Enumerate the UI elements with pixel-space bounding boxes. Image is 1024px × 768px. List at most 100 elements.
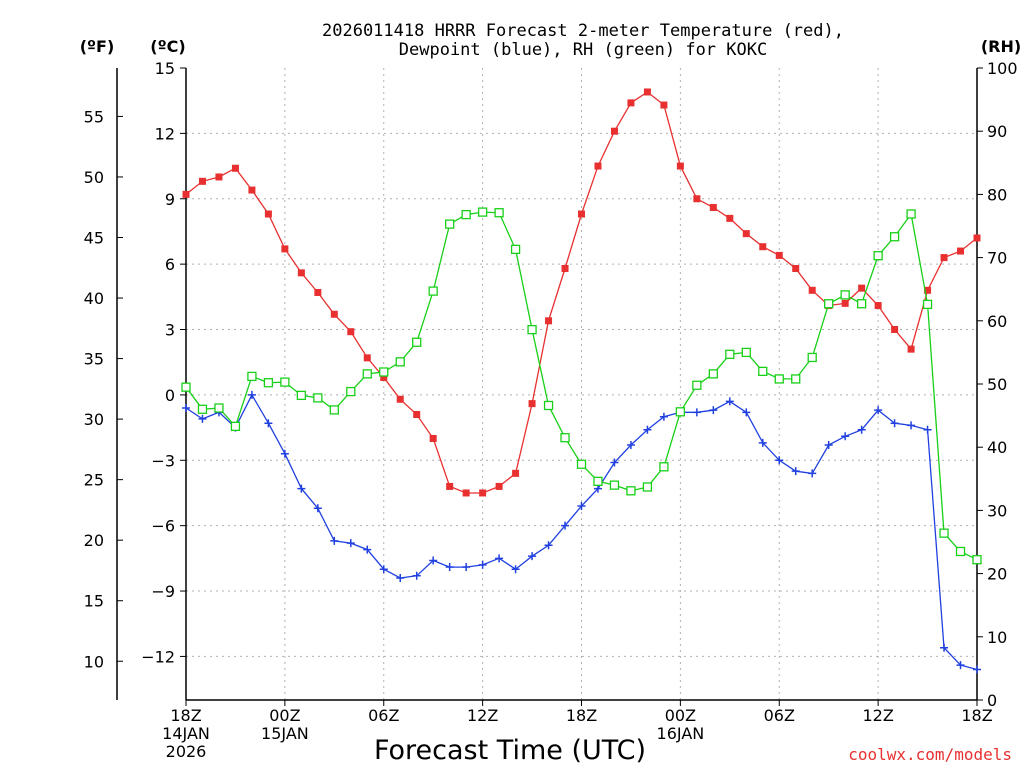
dewpoint-point <box>412 571 421 580</box>
x-tick-label: 14JAN <box>162 724 210 743</box>
dewpoint-point <box>182 403 190 412</box>
celsius-tick-label: 0 <box>165 386 175 405</box>
temperature-point <box>874 302 882 310</box>
rh-point <box>856 299 867 309</box>
temperature-point <box>363 354 371 362</box>
rh-tick-label: 80 <box>987 185 1007 204</box>
rh-point <box>725 349 735 359</box>
x-tick-label: 00Z <box>665 706 696 725</box>
celsius-tick-label: 15 <box>155 59 175 78</box>
dewpoint-point <box>429 556 438 565</box>
rh-point <box>955 546 966 557</box>
x-tick-label: 06Z <box>764 706 795 725</box>
temperature-point <box>446 482 454 490</box>
temperature-point <box>676 162 684 170</box>
rh-point <box>197 404 208 414</box>
rh-point <box>593 476 603 486</box>
rh-point <box>560 433 570 443</box>
rh-point <box>395 357 405 367</box>
fahrenheit-tick-label: 55 <box>84 107 104 126</box>
fahrenheit-tick-label: 40 <box>84 289 104 308</box>
dewpoint-point <box>758 438 767 447</box>
fahrenheit-tick-label: 25 <box>84 471 104 490</box>
temperature-point <box>726 214 734 222</box>
rh-point <box>840 290 850 300</box>
celsius-tick-label: 12 <box>155 124 175 143</box>
x-tick-label: 12Z <box>467 706 498 725</box>
x-tick-label: 00Z <box>269 706 300 725</box>
temperature-point <box>578 210 585 218</box>
rh-point <box>412 337 422 347</box>
dewpoint-point <box>775 456 784 465</box>
rh-point <box>939 528 949 538</box>
x-tick-label: 18Z <box>170 706 201 725</box>
temperature-point <box>297 269 305 277</box>
fahrenheit-tick-label: 45 <box>84 229 104 248</box>
temperature-point <box>429 434 437 442</box>
temperature-point <box>561 264 569 272</box>
dewpoint-point <box>379 565 388 574</box>
fahrenheit-tick-label: 50 <box>84 168 104 187</box>
dewpoint-point <box>363 545 372 554</box>
temperature-point <box>759 243 767 251</box>
rh-point <box>181 382 191 392</box>
dewpoint-point <box>280 449 289 458</box>
temperature-point <box>413 411 421 419</box>
celsius-tick-label: 3 <box>165 321 175 340</box>
fahrenheit-tick-label: 35 <box>84 350 104 369</box>
rh-point <box>263 378 274 388</box>
dewpoint-point <box>742 408 751 417</box>
dewpoint-point <box>396 573 405 582</box>
temperature-point <box>643 88 651 96</box>
dewpoint-point <box>940 643 949 652</box>
rh-tick-label: 50 <box>987 375 1007 394</box>
dewpoint-point <box>561 521 570 530</box>
temperature-point <box>396 395 404 403</box>
dewpoint-point <box>313 504 322 513</box>
temperature-point <box>858 284 866 292</box>
fahrenheit-tick-label: 20 <box>84 531 104 550</box>
rh-point <box>824 299 834 309</box>
temperature-point <box>973 234 981 242</box>
dewpoint-point <box>544 541 553 550</box>
rh-point <box>510 244 521 255</box>
rh-point <box>873 251 883 261</box>
chart-title-line-1: 2026011418 HRRR Forecast 2-meter Tempera… <box>322 21 844 41</box>
dewpoint-point <box>725 397 734 406</box>
temperature-point <box>775 251 783 259</box>
x-tick-label: 18Z <box>566 706 597 725</box>
x-tick-label: 16JAN <box>657 724 705 743</box>
dewpoint-point <box>890 419 899 428</box>
temperature-point <box>380 373 388 381</box>
rh-point <box>675 407 686 417</box>
dewpoint-point <box>824 441 833 450</box>
rh-tick-label: 100 <box>987 59 1018 78</box>
rh-point <box>774 374 784 384</box>
dewpoint-point <box>643 425 652 434</box>
celsius-tick-label: −9 <box>151 582 175 601</box>
rh-point <box>659 462 669 472</box>
dewpoint-point <box>907 421 916 430</box>
celsius-unit-label: (ºC) <box>150 37 185 56</box>
rh-tick-label: 30 <box>987 501 1007 520</box>
temperature-point <box>330 310 338 318</box>
fahrenheit-unit-label: (ºF) <box>80 37 115 56</box>
dewpoint-point <box>346 539 355 548</box>
temperature-point <box>627 99 635 107</box>
rh-point <box>889 232 900 242</box>
temperature-point <box>709 203 717 211</box>
dewpoint-point <box>297 484 306 493</box>
temperature-point <box>841 299 849 307</box>
dewpoint-point <box>247 390 256 399</box>
temperature-point <box>462 489 470 497</box>
rh-point <box>791 374 801 384</box>
temperature-point <box>940 254 948 262</box>
rh-point <box>445 219 455 229</box>
x-tick-label: 15JAN <box>261 724 309 743</box>
temperature-point <box>957 247 965 255</box>
celsius-tick-label: −6 <box>151 517 175 536</box>
rh-point <box>609 480 620 490</box>
rh-point <box>313 393 323 403</box>
